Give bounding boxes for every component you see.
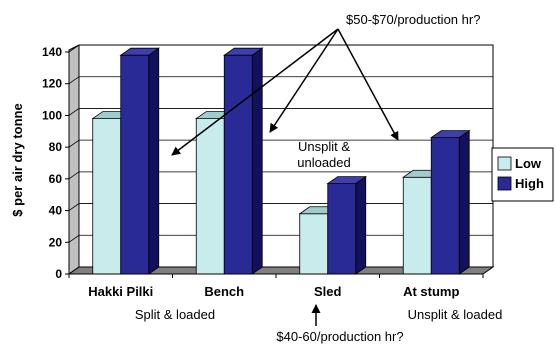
- y-tick-label: 0: [55, 267, 62, 281]
- annotation-unsplit-unloaded-line2: unloaded: [297, 155, 351, 170]
- arrow-to-bench: [269, 28, 339, 133]
- annotation-unsplit-loaded: Unsplit & loaded: [408, 307, 503, 322]
- bar-high: [326, 175, 368, 275]
- y-tick-label: 120: [42, 77, 62, 91]
- arrow-to-hakki-pilki: [171, 28, 339, 156]
- annotations: $50-$70/production hr? Unsplit & unloade…: [135, 12, 502, 344]
- legend-swatch-low: [497, 156, 512, 171]
- bar-side: [355, 175, 367, 275]
- bar-top: [326, 176, 368, 185]
- gridline: [68, 108, 493, 116]
- legend-swatch-high: [497, 176, 512, 191]
- annotation-rate-low: $40-60/production hr?: [276, 329, 403, 344]
- bar-side: [458, 129, 470, 275]
- bar-side: [251, 47, 263, 275]
- arrow-to-at-stump: [337, 28, 399, 141]
- y-axis-label: $ per air dry tonne: [10, 103, 25, 216]
- bar-face: [92, 118, 122, 275]
- bar-top: [222, 47, 264, 56]
- legend-label-low: Low: [515, 156, 542, 171]
- bar-face: [195, 118, 225, 275]
- bar-face: [120, 54, 150, 275]
- y-axis: 0 20 40 60 80 100 120 140: [42, 45, 70, 281]
- bars: [91, 47, 471, 275]
- bar-face: [402, 176, 432, 275]
- y-tick-label: 80: [49, 140, 63, 154]
- y-tick-label: 100: [42, 108, 62, 122]
- x-axis: Hakki Pilki Bench Sled At stump: [68, 273, 484, 299]
- gridline: [68, 44, 493, 53]
- legend-label-high: High: [515, 176, 544, 191]
- x-tick-label: Bench: [204, 284, 244, 299]
- x-tick-label: Sled: [314, 284, 342, 299]
- bar-top: [429, 130, 471, 139]
- bar-face: [327, 183, 357, 275]
- x-tick-label: Hakki Pilki: [88, 284, 153, 299]
- bar-high: [222, 47, 264, 275]
- y-tick-label: 60: [49, 172, 63, 186]
- legend: Low High: [491, 147, 554, 202]
- side-wall: [68, 44, 80, 275]
- annotation-split-loaded: Split & loaded: [135, 307, 215, 322]
- bar-side: [148, 47, 160, 275]
- annotation-rate-high: $50-$70/production hr?: [346, 12, 480, 27]
- bar-face: [299, 213, 329, 275]
- bar-face: [430, 137, 460, 275]
- bar-high: [429, 129, 471, 275]
- y-tick-label: 140: [42, 45, 62, 59]
- y-tick-label: 40: [49, 204, 63, 218]
- gridline: [68, 76, 493, 85]
- x-tick-label: At stump: [403, 284, 459, 299]
- bar-top: [119, 47, 161, 56]
- bar-face: [223, 54, 253, 275]
- bar-high: [119, 47, 161, 275]
- annotation-unsplit-unloaded-line1: Unsplit &: [298, 139, 350, 154]
- y-tick-label: 20: [49, 235, 63, 249]
- gridline: [68, 139, 493, 148]
- gridline: [68, 171, 493, 180]
